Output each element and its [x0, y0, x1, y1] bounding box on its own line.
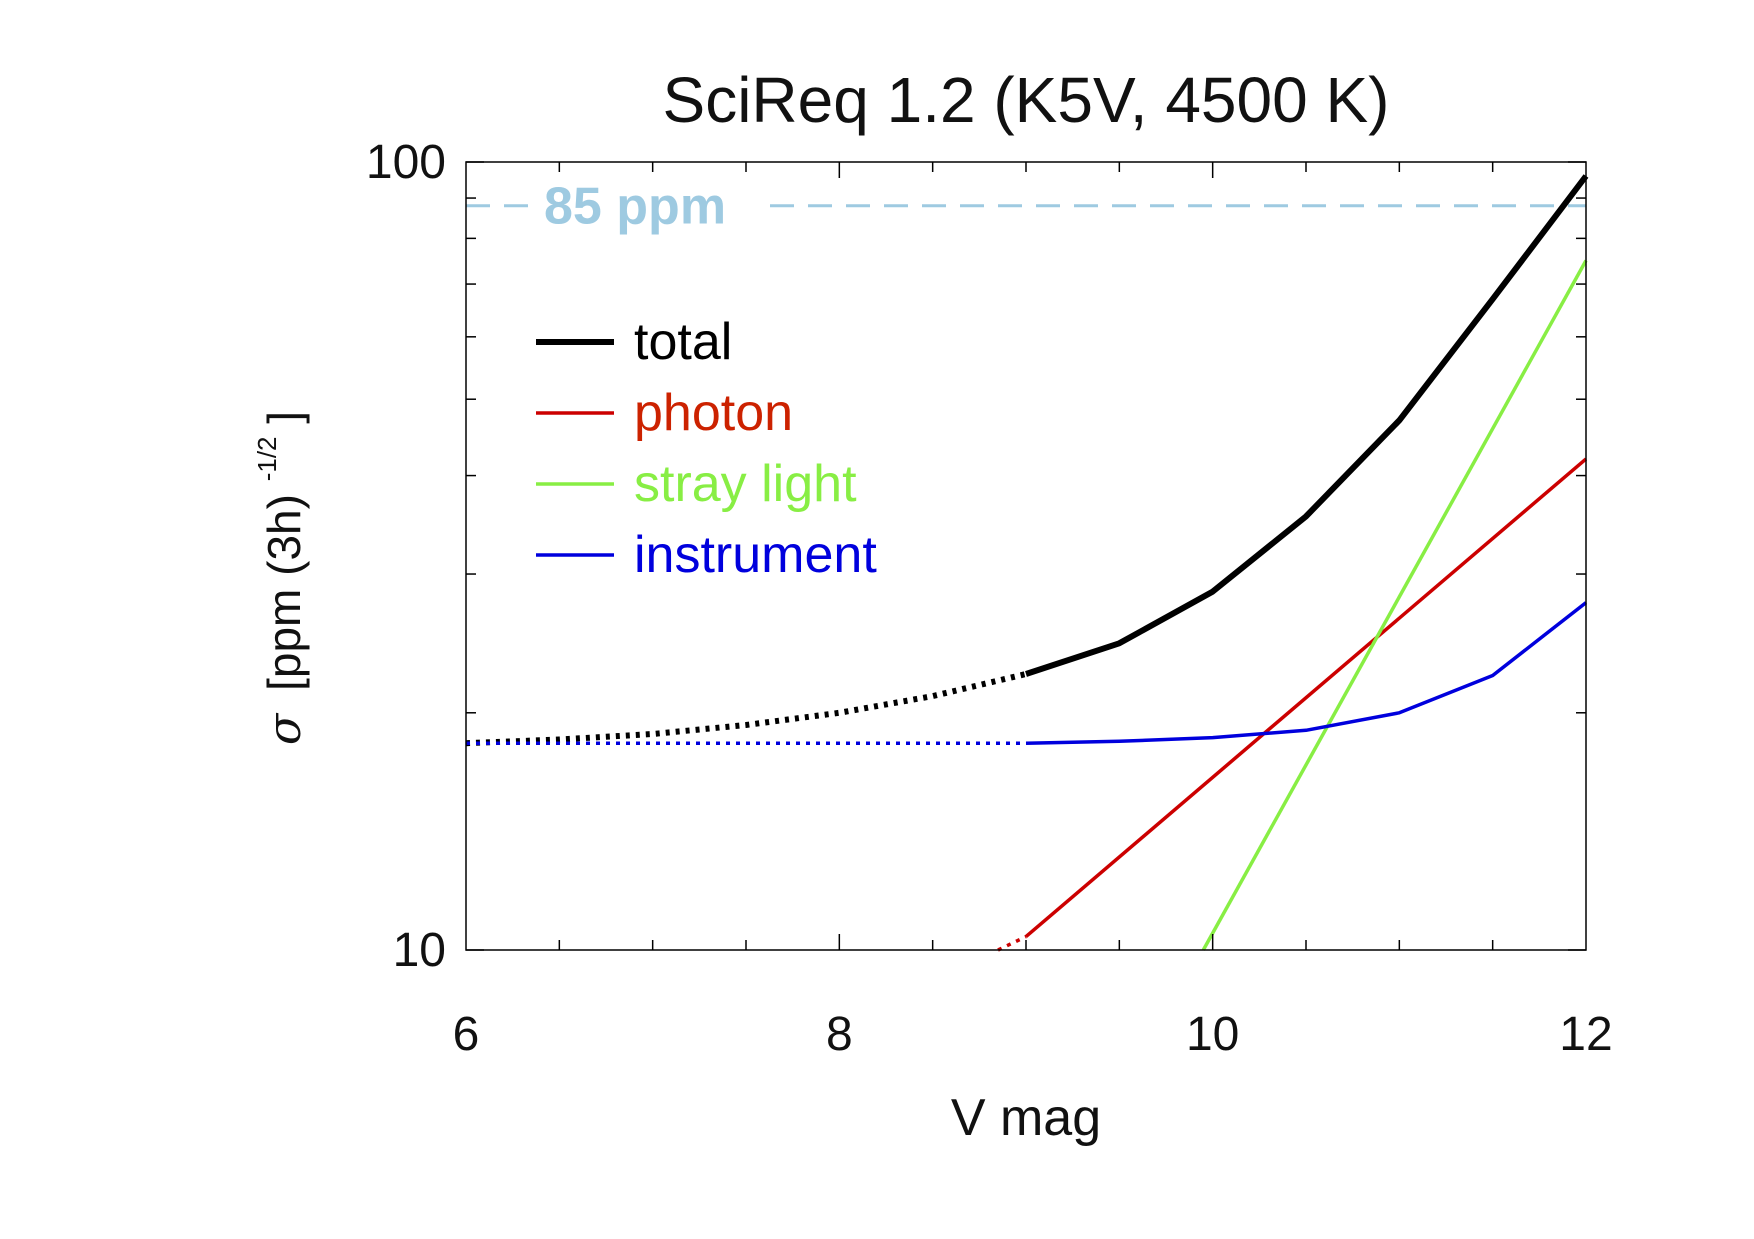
x-axis-label: V mag — [951, 1089, 1101, 1147]
series-photon-line — [1024, 457, 1588, 938]
y-tick-label: 10 — [393, 924, 446, 977]
x-tick-label: 8 — [826, 1008, 853, 1061]
legend-label-stray-light: stray light — [634, 455, 857, 513]
series-total-dotted-line — [465, 671, 1027, 747]
y-axis-label: σ [ppm (3h) -1/2 ] — [234, 411, 311, 745]
y-tick-label: 100 — [366, 136, 446, 189]
series-stray-light-line — [1201, 259, 1588, 951]
y-axis-label-close: ] — [258, 411, 310, 424]
reference-label-background — [528, 175, 760, 236]
reference-line-group: 85 ppm — [466, 175, 1586, 236]
y-axis-label-sigma: σ — [257, 712, 311, 745]
x-tick-label: 10 — [1186, 1008, 1239, 1061]
reference-label: 85 ppm — [544, 178, 726, 236]
y-axis-label-main: [ppm (3h) — [258, 494, 310, 691]
y-axis-label-exponent: -1/2 — [252, 436, 282, 481]
legend-label-total: total — [634, 313, 732, 371]
x-tick-label: 6 — [453, 1008, 480, 1061]
chart-title: SciReq 1.2 (K5V, 4500 K) — [663, 64, 1390, 136]
legend: total photon stray light instrument — [536, 313, 877, 584]
series-photon-dotted-line — [997, 935, 1027, 952]
axis-ticks — [466, 161, 1586, 951]
legend-label-instrument: instrument — [634, 526, 877, 584]
series-instrument-line — [1025, 601, 1588, 745]
svg-text:σ [ppm (3h) -1/2: σ [ppm (3h) -1/2 ] — [234, 411, 311, 745]
x-tick-label: 12 — [1559, 1008, 1612, 1061]
series-layer — [465, 174, 1589, 952]
legend-label-photon: photon — [634, 384, 793, 442]
series-total-line — [1025, 174, 1589, 677]
